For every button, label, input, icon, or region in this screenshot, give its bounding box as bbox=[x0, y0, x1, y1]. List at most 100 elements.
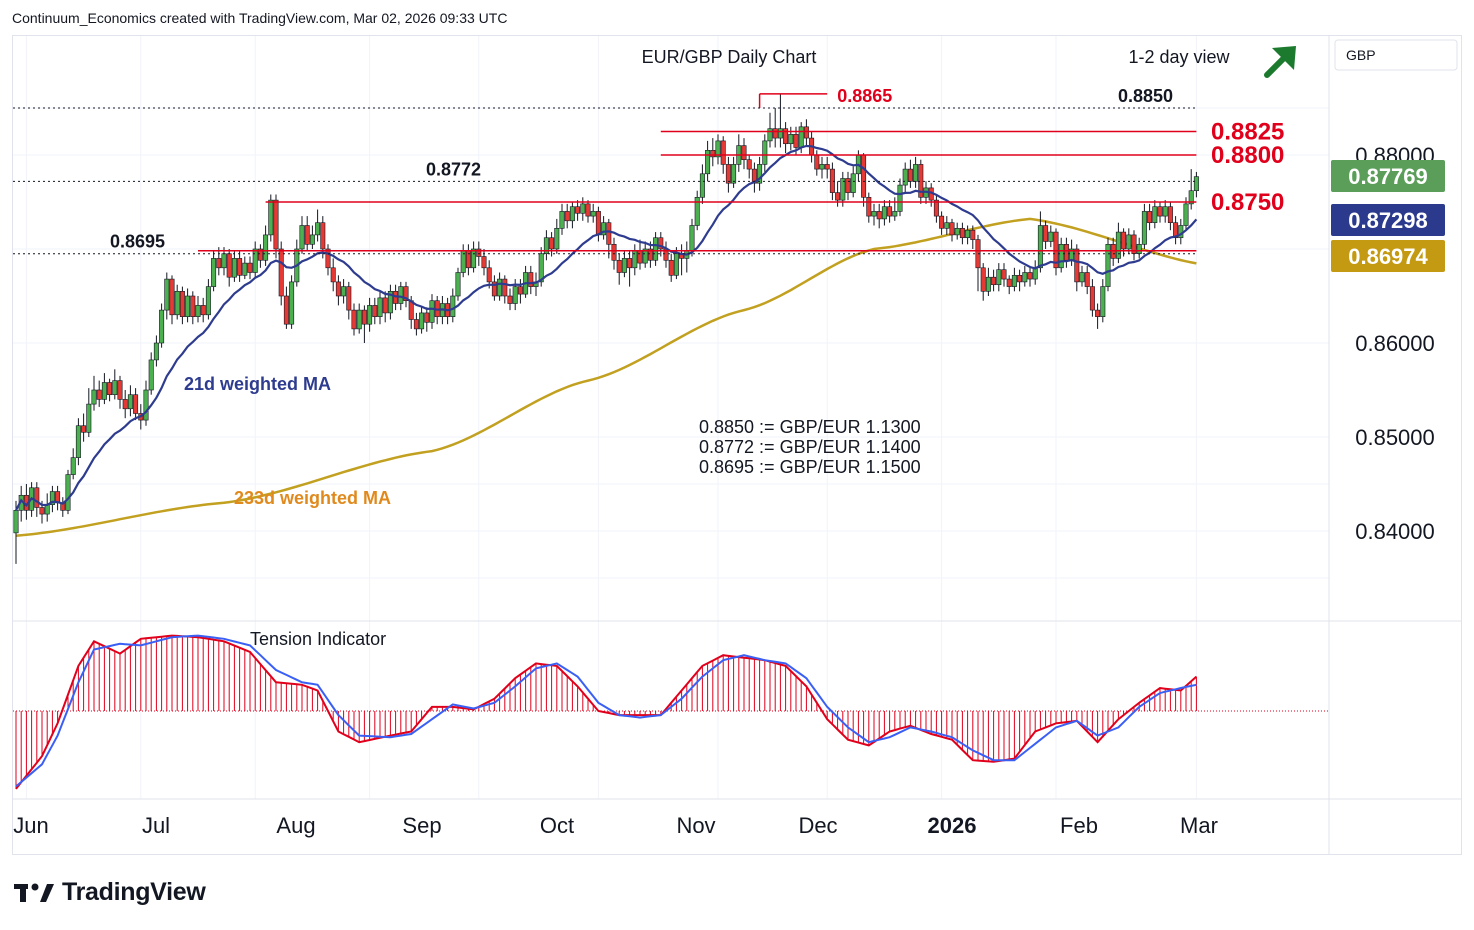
time-axis[interactable]: Jun Jul Aug Sep Oct Nov Dec 2026 Feb Mar bbox=[13, 813, 1218, 838]
candle-112 bbox=[595, 206, 601, 242]
candle-body bbox=[205, 286, 211, 316]
candle-body bbox=[705, 150, 711, 175]
candle-137 bbox=[725, 156, 731, 193]
candle-147 bbox=[777, 93, 783, 148]
chart-frame: 0.8865 0.8850 0.8825 0.8800 0.8772 0.8750 0.86… bbox=[12, 35, 1462, 855]
candle-6 bbox=[44, 493, 50, 522]
candle-129 bbox=[684, 241, 690, 273]
candle-23 bbox=[133, 388, 139, 421]
candle-body bbox=[502, 278, 508, 297]
candle-170 bbox=[897, 178, 903, 217]
candle-118 bbox=[627, 250, 633, 287]
candle-body bbox=[647, 248, 653, 261]
candle-body bbox=[455, 272, 461, 297]
candle-46 bbox=[252, 241, 258, 278]
candle-93 bbox=[497, 272, 503, 301]
candle-body bbox=[554, 228, 560, 250]
view-label: 1-2 day view bbox=[1128, 47, 1230, 67]
candle-80 bbox=[429, 294, 435, 329]
candle-183 bbox=[965, 225, 971, 245]
candle-189 bbox=[996, 263, 1002, 292]
candle-body bbox=[346, 286, 352, 311]
candle-29 bbox=[164, 272, 170, 320]
candle-body bbox=[564, 211, 570, 222]
candle-41 bbox=[226, 249, 232, 287]
candle-body bbox=[616, 259, 622, 273]
candle-139 bbox=[736, 134, 742, 172]
candle-160 bbox=[845, 171, 851, 201]
candle-body bbox=[892, 211, 898, 217]
candle-202 bbox=[1063, 237, 1069, 268]
candle-13 bbox=[81, 413, 87, 442]
candle-body bbox=[517, 286, 523, 295]
candle-body bbox=[1037, 225, 1043, 269]
candle-body bbox=[887, 206, 893, 217]
candle-226 bbox=[1188, 169, 1194, 210]
candle-body bbox=[1136, 244, 1142, 255]
candle-body bbox=[107, 382, 113, 396]
candle-206 bbox=[1084, 265, 1090, 295]
candle-body bbox=[13, 510, 19, 534]
candle-100 bbox=[533, 272, 539, 296]
candle-body bbox=[304, 225, 310, 245]
currency-button[interactable] bbox=[1334, 39, 1458, 71]
candle-body bbox=[1048, 231, 1054, 242]
candle-body bbox=[673, 253, 679, 276]
candle-107 bbox=[569, 202, 575, 229]
candle-body bbox=[1053, 231, 1059, 269]
candle-199 bbox=[1048, 225, 1054, 248]
time-tick-label: Mar bbox=[1180, 813, 1218, 838]
ma21-line bbox=[15, 144, 1198, 511]
candle-body bbox=[741, 145, 747, 160]
candle-135 bbox=[715, 134, 721, 165]
candle-body bbox=[793, 134, 799, 148]
candle-181 bbox=[954, 222, 960, 240]
candle-body bbox=[330, 267, 336, 283]
candle-20 bbox=[117, 375, 123, 409]
candle-191 bbox=[1006, 275, 1012, 295]
candle-body bbox=[387, 291, 393, 314]
candles bbox=[13, 93, 1199, 564]
candle-body bbox=[803, 126, 809, 139]
time-tick-label: Jun bbox=[13, 813, 48, 838]
candle-52 bbox=[283, 286, 289, 329]
candle-217 bbox=[1141, 203, 1147, 249]
candle-17 bbox=[101, 373, 107, 405]
candle-140 bbox=[741, 138, 747, 170]
candle-79 bbox=[424, 307, 430, 332]
price-label-text: 0.87298 bbox=[1348, 208, 1428, 233]
candle-body bbox=[627, 258, 633, 269]
chart-credit: Continuum_Economics created with Trading… bbox=[12, 10, 508, 26]
candle-body bbox=[247, 262, 253, 273]
candle-body bbox=[814, 154, 820, 170]
candle-body bbox=[694, 197, 700, 226]
candle-77 bbox=[413, 312, 419, 336]
candle-body bbox=[309, 234, 315, 245]
candle-body bbox=[429, 300, 435, 323]
candle-body bbox=[985, 276, 991, 292]
candle-body bbox=[1126, 234, 1132, 250]
candle-body bbox=[1157, 206, 1163, 217]
candle-218 bbox=[1147, 203, 1153, 231]
candle-body bbox=[159, 309, 165, 344]
candle-102 bbox=[543, 230, 549, 261]
candle-body bbox=[949, 222, 955, 236]
candle-225 bbox=[1183, 197, 1189, 231]
candle-188 bbox=[991, 269, 997, 292]
candle-body bbox=[897, 184, 903, 212]
candle-body bbox=[39, 507, 45, 515]
candle-215 bbox=[1131, 230, 1137, 261]
candle-body bbox=[569, 206, 575, 222]
candle-body bbox=[1017, 275, 1023, 283]
candle-33 bbox=[185, 288, 191, 323]
candle-116 bbox=[616, 253, 622, 285]
candle-body bbox=[1006, 278, 1012, 287]
candle-body bbox=[840, 178, 846, 201]
candle-120 bbox=[637, 239, 643, 270]
price-tick-label: 0.84000 bbox=[1355, 519, 1435, 544]
candle-body bbox=[731, 164, 737, 184]
candle-body bbox=[637, 250, 643, 264]
candle-14 bbox=[86, 388, 92, 437]
price-axis[interactable]: 0.880000.860000.850000.840000.877690.872… bbox=[1331, 143, 1445, 544]
